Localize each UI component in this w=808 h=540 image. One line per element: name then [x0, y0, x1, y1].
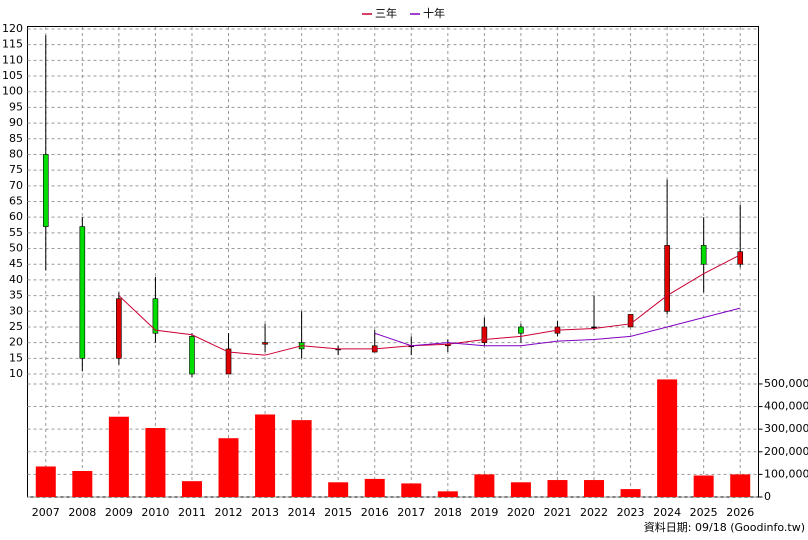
volume-bar: [35, 466, 56, 497]
y-tick-label: 35: [9, 289, 23, 302]
volume-bar: [547, 480, 568, 497]
volume-bar: [620, 489, 641, 497]
volume-bar: [218, 438, 239, 497]
x-tick-label: 2018: [434, 506, 462, 519]
line-series: [374, 307, 741, 347]
volume-bar: [364, 478, 385, 497]
x-tick-label: 2012: [215, 506, 243, 519]
volume-bar: [291, 420, 312, 497]
line-series: [118, 254, 741, 356]
candle-body: [152, 298, 159, 334]
y2-tick-label: 300,000: [764, 422, 808, 435]
x-tick-label: 2019: [470, 506, 498, 519]
y-tick-label: 50: [9, 242, 23, 255]
x-tick-label: 2025: [690, 506, 718, 519]
y-tick-label: 120: [2, 22, 23, 35]
x-tick-label: 2024: [653, 506, 681, 519]
volume-bar: [584, 480, 605, 497]
volume-bar: [328, 482, 349, 497]
y2-tick-label: 200,000: [764, 445, 808, 458]
volume-bar: [437, 491, 458, 497]
y-tick-label: 30: [9, 304, 23, 317]
y2-tick-label: 400,000: [764, 400, 808, 413]
y-tick-label: 65: [9, 195, 23, 208]
candle-body: [481, 326, 488, 343]
volume-bar: [510, 482, 531, 497]
candle-body: [627, 314, 634, 328]
volume-bar: [181, 481, 202, 497]
x-tick-label: 2015: [324, 506, 352, 519]
x-tick-label: 2007: [32, 506, 60, 519]
y-tick-label: 70: [9, 179, 23, 192]
y-tick-label: 90: [9, 116, 23, 129]
y-tick-label: 80: [9, 147, 23, 160]
legend-label: 十年: [423, 6, 445, 20]
x-tick-label: 2022: [580, 506, 608, 519]
x-tick-label: 2020: [507, 506, 535, 519]
y-tick-label: 15: [9, 351, 23, 364]
x-tick-label: 2021: [543, 506, 571, 519]
y-tick-label: 45: [9, 257, 23, 270]
y-tick-label: 100: [2, 85, 23, 98]
y-tick-label: 75: [9, 163, 23, 176]
x-tick-label: 2023: [617, 506, 645, 519]
y2-tick-label: 100,000: [764, 467, 808, 480]
x-tick-label: 2010: [141, 506, 169, 519]
candle-body: [664, 245, 670, 312]
y-tick-label: 105: [2, 69, 23, 82]
candle-body: [225, 348, 232, 375]
candle-body: [737, 251, 744, 265]
candle-body: [189, 336, 195, 375]
y-tick-label: 95: [9, 100, 23, 113]
candle-body: [79, 226, 86, 359]
candle-body: [42, 154, 49, 227]
volume-bar: [657, 379, 678, 497]
x-tick-label: 2008: [68, 506, 96, 519]
candle-body: [518, 326, 524, 334]
volume-bar: [72, 470, 93, 497]
candle-body: [591, 326, 597, 329]
x-tick-label: 2014: [288, 506, 316, 519]
volume-bar: [145, 428, 166, 497]
x-tick-label: 2026: [726, 506, 754, 519]
legend-label: 三年: [375, 6, 397, 20]
y-tick-label: 40: [9, 273, 23, 286]
y2-tick-label: 0: [764, 490, 771, 503]
y2-tick-label: 500,000: [764, 377, 808, 390]
y-tick-label: 115: [2, 38, 23, 51]
x-tick-label: 2016: [361, 506, 389, 519]
candle-body: [700, 245, 707, 265]
volume-bar: [693, 475, 714, 497]
y-tick-label: 85: [9, 132, 23, 145]
volume-bar: [474, 474, 495, 497]
y-tick-label: 25: [9, 320, 23, 333]
candle-body: [262, 342, 268, 345]
source-note: 資料日期: 09/18 (Goodinfo.tw): [644, 520, 805, 534]
volume-bar: [255, 414, 276, 497]
volume-bar: [108, 416, 129, 497]
x-tick-label: 2011: [178, 506, 206, 519]
x-tick-label: 2009: [105, 506, 133, 519]
y-tick-label: 110: [2, 53, 23, 66]
plot-frame: [27, 26, 759, 498]
candle-body: [116, 298, 122, 359]
x-tick-label: 2013: [251, 506, 279, 519]
volume-bar: [730, 474, 751, 497]
x-tick-label: 2017: [397, 506, 425, 519]
y-tick-label: 60: [9, 210, 23, 223]
y-tick-label: 10: [9, 367, 23, 380]
volume-bar: [401, 483, 422, 497]
y-tick-label: 55: [9, 226, 23, 239]
y-tick-label: 20: [9, 336, 23, 349]
